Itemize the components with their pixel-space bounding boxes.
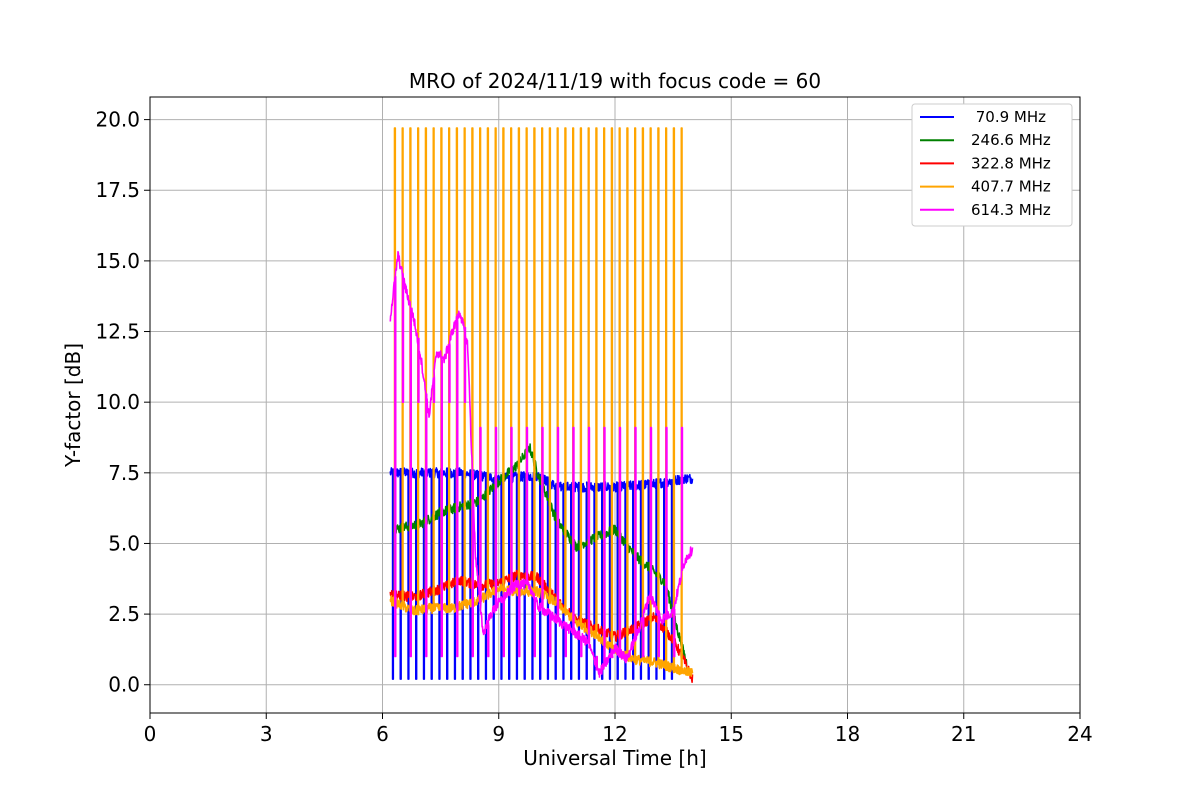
series-layer: [389, 127, 694, 683]
x-tick-label: 6: [376, 722, 389, 746]
y-tick-label: 0.0: [108, 673, 140, 697]
x-tick-label: 21: [951, 722, 976, 746]
chart-title: MRO of 2024/11/19 with focus code = 60: [409, 69, 821, 93]
x-tick-label: 0: [144, 722, 157, 746]
x-tick-label: 3: [260, 722, 273, 746]
legend-box: [911, 103, 1073, 227]
y-tick-label: 2.5: [108, 602, 140, 626]
series-line-614-3-mhz: [389, 250, 694, 678]
y-axis-label: Y-factor [dB]: [61, 343, 85, 468]
x-tick-label: 15: [719, 722, 744, 746]
legend-label-322-8-mhz: 322.8 MHz: [971, 154, 1051, 172]
x-tick-label: 24: [1067, 722, 1092, 746]
y-tick-label: 20.0: [95, 108, 140, 132]
legend-label-246-6-mhz: 246.6 MHz: [971, 131, 1051, 149]
y-tick-label: 7.5: [108, 461, 140, 485]
legend-label-614-3-mhz: 614.3 MHz: [971, 201, 1051, 219]
legend-label-407-7-mhz: 407.7 MHz: [971, 178, 1051, 196]
y-tick-label: 17.5: [95, 178, 140, 202]
y-tick-label: 15.0: [95, 249, 140, 273]
y-tick-label: 12.5: [95, 320, 140, 344]
y-axis-ticks: 0.0 2.5 5.0 7.5 10.0 12.5 15.0 17.5 20.0: [95, 108, 150, 697]
x-axis-ticks: 0 3 6 9 12 15 18 21 24: [144, 713, 1093, 746]
x-tick-label: 9: [492, 722, 505, 746]
x-axis-label: Universal Time [h]: [523, 746, 706, 770]
x-tick-label: 12: [602, 722, 627, 746]
x-tick-label: 18: [835, 722, 860, 746]
y-tick-label: 10.0: [95, 390, 140, 414]
y-tick-label: 5.0: [108, 531, 140, 555]
legend: 70.9 MHz 246.6 MHz 322.8 MHz 407.7 MHz 614.3…: [911, 103, 1073, 227]
legend-label-70-9-mhz: 70.9 MHz: [971, 108, 1046, 126]
